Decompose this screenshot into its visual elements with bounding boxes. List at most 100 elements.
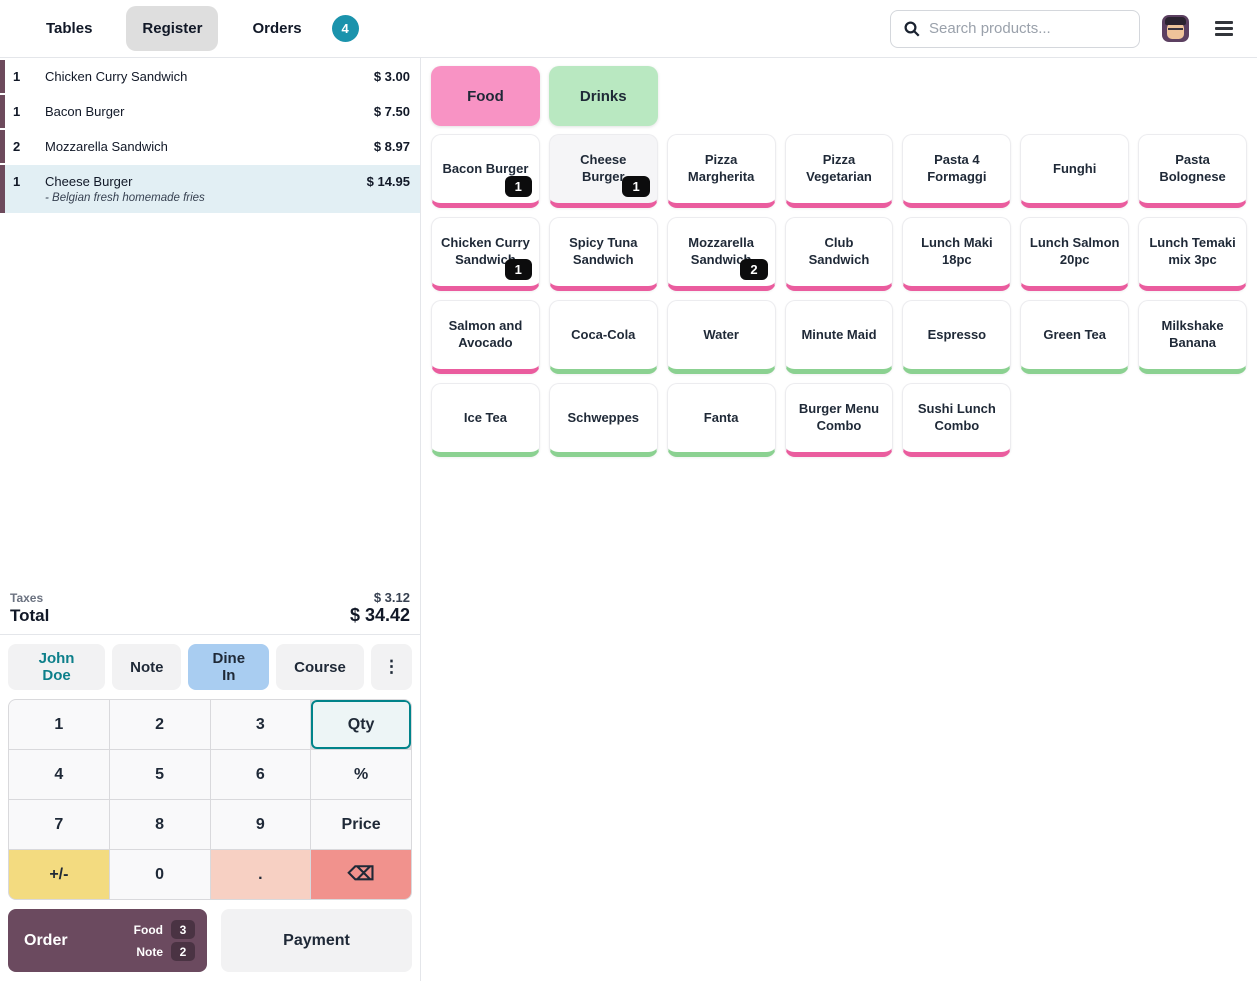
order-button[interactable]: Order Food 3 Note 2 — [8, 909, 207, 972]
numpad-key-9[interactable]: 9 — [210, 800, 311, 849]
order-badge-row: Note 2 — [134, 942, 195, 961]
customer-button[interactable]: John Doe — [8, 644, 106, 690]
numpad-key-1[interactable]: 1 — [9, 700, 109, 749]
numpad-key-0[interactable]: 0 — [109, 850, 210, 899]
product-name: Club Sandwich — [808, 235, 870, 267]
avatar-glasses — [1168, 28, 1183, 33]
numpad-key-[interactable]: ⌫ — [311, 850, 411, 899]
product-name: Ice Tea — [463, 409, 507, 425]
numpad-key-[interactable]: +/- — [9, 850, 109, 899]
menu-icon[interactable] — [1211, 17, 1237, 40]
numpad-key-price[interactable]: Price — [311, 800, 411, 849]
product-card[interactable]: Coca-Cola — [548, 300, 658, 374]
product-name: Coca-Cola — [571, 326, 636, 342]
order-line[interactable]: 1 Cheese Burger - Belgian fresh homemade f… — [0, 165, 420, 213]
taxes-row: Taxes $ 3.12 — [10, 590, 410, 605]
order-badge-label: Note — [136, 944, 163, 959]
total-label: Total — [10, 606, 50, 625]
product-card[interactable]: Minute Maid — [784, 300, 894, 374]
product-card[interactable]: Ice Tea — [431, 383, 540, 457]
note-button[interactable]: Note — [112, 644, 182, 690]
course-button[interactable]: Course — [276, 644, 364, 690]
total-value: $ 34.42 — [349, 605, 410, 625]
order-line-qty: 1 — [13, 69, 21, 84]
numpad-key-3[interactable]: 3 — [210, 700, 311, 749]
product-name: Fanta — [703, 409, 739, 425]
product-card[interactable]: Schweppes — [548, 383, 658, 457]
payment-button[interactable]: Payment — [221, 909, 412, 972]
numpad-key-qty[interactable]: Qty — [311, 700, 411, 749]
numpad-key-4[interactable]: 4 — [9, 750, 109, 799]
product-name: Pizza Margherita — [687, 152, 755, 184]
order-line-name: Bacon Burger — [45, 104, 125, 119]
product-card[interactable]: Salmon and Avocado — [431, 300, 540, 374]
product-card[interactable]: Water — [666, 300, 776, 374]
topbar: Tables Register Orders 4 — [0, 0, 1257, 58]
topbar-right — [890, 9, 1237, 48]
avatar[interactable] — [1162, 15, 1189, 42]
product-card[interactable]: Espresso — [902, 300, 1012, 374]
product-name: Lunch Temaki mix 3pc — [1149, 235, 1236, 267]
order-line[interactable]: 1 Bacon Burger $ 7.50 — [0, 95, 420, 128]
tab-orders[interactable]: Orders — [236, 6, 317, 51]
numpad-key-5[interactable]: 5 — [109, 750, 210, 799]
nav-tabs: Tables Register Orders 4 — [30, 6, 359, 51]
dine-in-button[interactable]: Dine In — [188, 644, 270, 690]
category-tile-drinks[interactable]: Drinks — [548, 66, 658, 126]
main-layout: 1 Chicken Curry Sandwich $ 3.00 1 Bacon Burg… — [0, 58, 1257, 981]
order-badge-label: Food — [133, 922, 163, 937]
product-card[interactable]: Pasta 4 Formaggi — [902, 134, 1012, 208]
order-line-main: Mozzarella Sandwich — [45, 139, 374, 154]
product-name: Spicy Tuna Sandwich — [569, 235, 638, 267]
numpad-key-[interactable]: . — [210, 850, 311, 899]
order-line-qty: 2 — [13, 139, 21, 154]
order-line-list: 1 Chicken Curry Sandwich $ 3.00 1 Bacon Burg… — [0, 58, 420, 584]
order-line-note: - Belgian fresh homemade fries — [45, 192, 205, 204]
order-line[interactable]: 2 Mozzarella Sandwich $ 8.97 — [0, 130, 420, 163]
product-card[interactable]: Chicken Curry Sandwich 1 — [431, 217, 540, 291]
product-card[interactable]: Spicy Tuna Sandwich — [548, 217, 658, 291]
numpad-key-6[interactable]: 6 — [210, 750, 311, 799]
product-grid: Bacon Burger 1 Cheese Burger 1 Pizza Margher… — [431, 134, 1247, 457]
tab-tables[interactable]: Tables — [30, 6, 108, 51]
order-line[interactable]: 1 Chicken Curry Sandwich $ 3.00 — [0, 60, 420, 93]
product-card[interactable]: Mozzarella Sandwich 2 — [666, 217, 776, 291]
search-box[interactable] — [890, 9, 1140, 48]
product-name: Cheese Burger — [580, 152, 627, 184]
tab-register[interactable]: Register — [126, 6, 219, 51]
category-tile-food[interactable]: Food — [431, 66, 540, 126]
product-card[interactable]: Fanta — [666, 383, 776, 457]
product-card[interactable]: Milkshake Banana — [1138, 300, 1247, 374]
order-controls: John Doe Note Dine In Course ⋮ — [0, 634, 420, 694]
product-card[interactable]: Lunch Salmon 20pc — [1020, 217, 1130, 291]
product-card[interactable]: Bacon Burger 1 — [431, 134, 540, 208]
order-line-price: $ 8.97 — [373, 139, 410, 154]
numpad-key-2[interactable]: 2 — [109, 700, 210, 749]
product-card[interactable]: Lunch Temaki mix 3pc — [1138, 217, 1247, 291]
product-card[interactable]: Cheese Burger 1 — [548, 134, 658, 208]
category-grid: Food Drinks — [431, 66, 1247, 126]
search-input[interactable] — [929, 20, 1127, 37]
product-name: Pizza Vegetarian — [806, 152, 872, 184]
product-card[interactable]: Sushi Lunch Combo — [902, 383, 1012, 457]
product-card[interactable]: Club Sandwich — [784, 217, 894, 291]
order-line-main: Chicken Curry Sandwich — [45, 69, 374, 84]
product-card[interactable]: Pizza Margherita — [666, 134, 776, 208]
product-qty-badge: 1 — [622, 176, 650, 197]
order-line-price: $ 14.95 — [366, 174, 410, 189]
order-line-price: $ 7.50 — [373, 104, 410, 119]
product-card[interactable]: Lunch Maki 18pc — [902, 217, 1012, 291]
product-card[interactable]: Burger Menu Combo — [784, 383, 894, 457]
product-name: Minute Maid — [801, 326, 877, 342]
more-options-button[interactable]: ⋮ — [370, 644, 412, 690]
product-card[interactable]: Funghi — [1020, 134, 1130, 208]
product-card[interactable]: Pasta Bolognese — [1138, 134, 1247, 208]
numpad-key-8[interactable]: 8 — [109, 800, 210, 849]
numpad-key-[interactable]: % — [311, 750, 411, 799]
product-card[interactable]: Pizza Vegetarian — [784, 134, 894, 208]
taxes-label: Taxes — [10, 591, 44, 605]
numpad-key-7[interactable]: 7 — [9, 800, 109, 849]
product-name: Bacon Burger — [442, 160, 529, 176]
product-name: Espresso — [927, 326, 987, 342]
product-card[interactable]: Green Tea — [1020, 300, 1130, 374]
